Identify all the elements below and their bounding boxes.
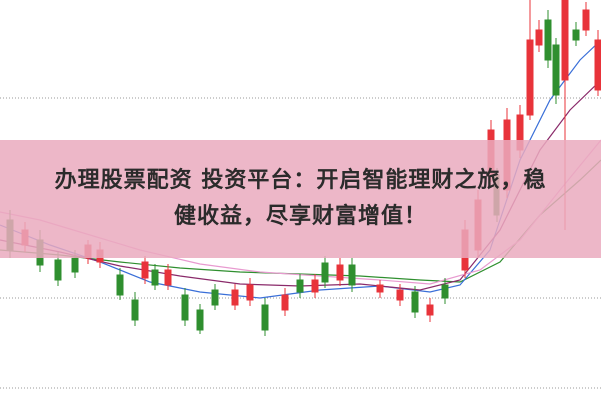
candle (552, 44, 560, 96)
candle (572, 29, 580, 41)
candle (131, 299, 139, 321)
candle (151, 269, 159, 286)
candle (261, 304, 269, 331)
title-banner: 办理股票配资 投资平台：开启智能理财之旅，稳 健收益，尽享财富增值！ (0, 140, 601, 258)
candle (441, 284, 449, 299)
candle (561, 0, 569, 81)
headline-line: 办理股票配资 投资平台：开启智能理财之旅，稳 (54, 168, 547, 193)
candle (396, 289, 404, 301)
candle (181, 294, 189, 321)
headline-line: 健收益，尽享财富增值！ (173, 204, 427, 229)
candle (582, 9, 590, 31)
candle (321, 262, 329, 283)
candle (231, 289, 239, 306)
candle (281, 294, 289, 311)
candle (211, 289, 219, 306)
candle (336, 264, 344, 281)
candle (411, 291, 419, 313)
candle (246, 284, 254, 301)
candle (141, 261, 149, 279)
candle (116, 274, 124, 296)
candle (348, 264, 356, 286)
candle (71, 257, 79, 273)
candle (196, 309, 204, 331)
candle (544, 19, 552, 61)
candle (594, 39, 601, 91)
candle (54, 259, 62, 281)
candle (164, 269, 172, 286)
candle (426, 304, 434, 316)
candle (311, 279, 319, 293)
candle (535, 29, 543, 46)
candle (526, 39, 534, 116)
candle (376, 284, 384, 293)
candle (296, 279, 304, 293)
